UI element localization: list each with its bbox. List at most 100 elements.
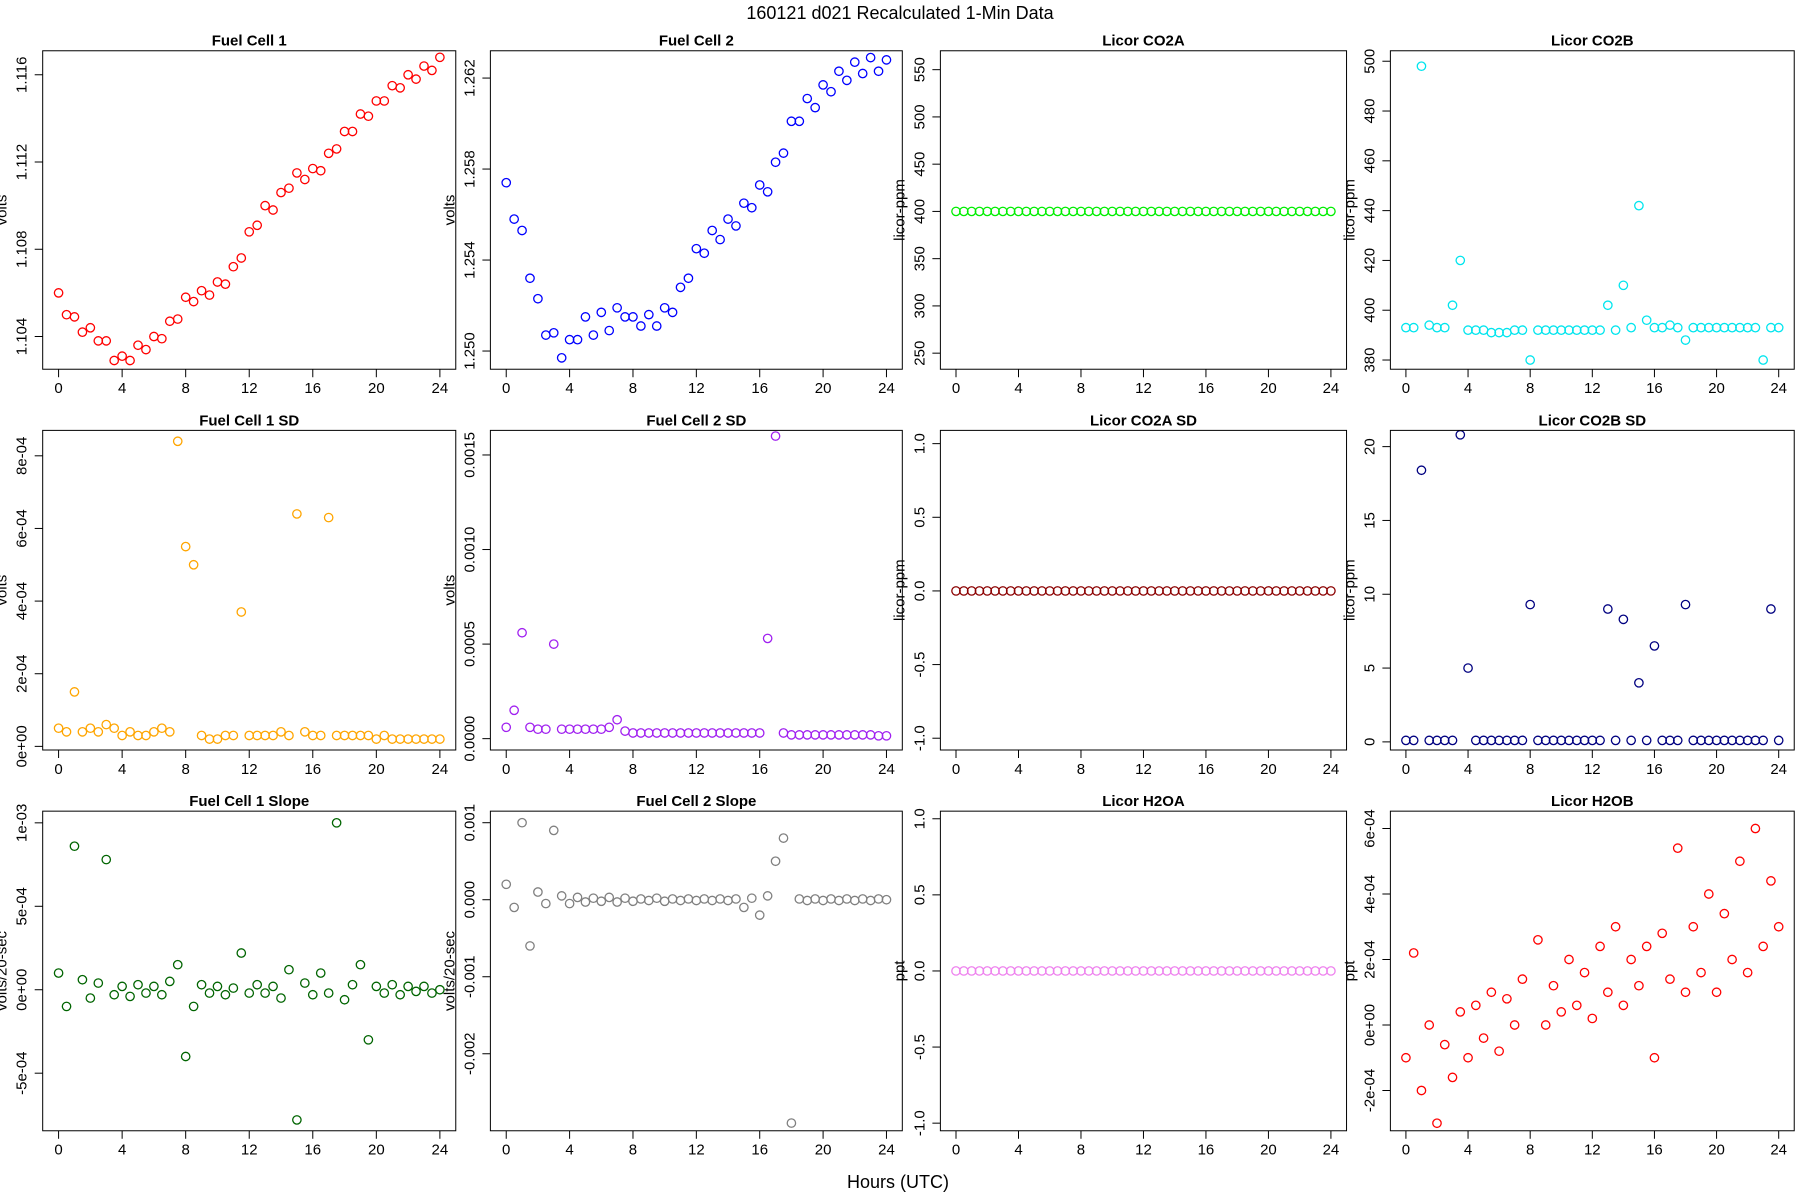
x-tick-label: 0 <box>952 761 960 778</box>
data-point <box>966 586 977 596</box>
data-point <box>379 730 390 741</box>
data-point <box>435 984 445 995</box>
data-point <box>1029 966 1039 976</box>
data-point <box>951 586 961 596</box>
data-point <box>387 979 398 990</box>
y-tick-label: 0.000 <box>461 881 478 919</box>
data-point <box>1021 966 1032 976</box>
data-point <box>236 607 247 617</box>
data-point <box>1029 586 1039 596</box>
data-point <box>252 979 263 990</box>
data-point <box>1408 735 1419 746</box>
data-point <box>746 893 757 904</box>
panel-title: Licor CO2A SD <box>1090 412 1197 429</box>
data-point <box>1525 599 1536 610</box>
data-point <box>61 726 72 737</box>
data-point <box>1310 586 1321 596</box>
data-point <box>427 734 437 744</box>
y-tick-label: 15 <box>1361 512 1378 529</box>
data-point <box>1037 966 1047 976</box>
data-point <box>1318 586 1328 596</box>
points <box>53 817 445 1125</box>
data-point <box>802 93 813 104</box>
data-point <box>1602 987 1613 998</box>
data-point <box>339 994 350 1005</box>
data-point <box>307 163 318 174</box>
panel-title: Licor H2OB <box>1551 793 1634 810</box>
data-point <box>69 312 80 322</box>
x-tick-label: 12 <box>1584 1142 1601 1159</box>
data-point <box>794 730 805 740</box>
data-point <box>196 730 207 741</box>
data-point <box>604 325 615 336</box>
data-point <box>1013 206 1024 217</box>
x-tick-label: 16 <box>751 761 768 778</box>
data-point <box>1083 966 1094 976</box>
data-point <box>284 183 294 194</box>
data-point <box>1401 1052 1411 1063</box>
data-point <box>77 327 88 337</box>
data-point <box>1224 206 1235 217</box>
data-point <box>331 730 342 741</box>
data-point <box>315 968 326 978</box>
data-point <box>363 1034 374 1045</box>
points <box>501 52 892 363</box>
data-point <box>1208 586 1219 596</box>
data-point <box>1634 980 1644 991</box>
figure-title: 160121 d021 Recalculated 1-Min Data <box>746 3 1054 23</box>
data-point <box>1455 1007 1466 1017</box>
y-tick-label: 1.108 <box>14 230 31 268</box>
data-point <box>395 989 406 1000</box>
data-point <box>786 730 797 740</box>
data-point <box>1641 315 1652 326</box>
plot-frame <box>1389 810 1795 1132</box>
data-point <box>1052 586 1063 596</box>
data-point <box>236 948 247 958</box>
y-tick-label: 0.5 <box>911 884 928 905</box>
data-point <box>842 730 852 740</box>
x-tick-label: 4 <box>1014 1142 1022 1159</box>
data-point <box>746 202 757 213</box>
data-point <box>53 968 64 978</box>
data-point <box>117 730 127 741</box>
y-tick-label: 450 <box>911 152 928 177</box>
x-tick-label: 24 <box>1323 1142 1340 1159</box>
data-point <box>951 966 961 976</box>
data-point <box>125 991 135 1002</box>
data-point <box>826 894 836 904</box>
data-point <box>1672 735 1683 746</box>
y-tick-label: 0.0010 <box>461 527 478 573</box>
x-tick-label: 4 <box>565 380 573 397</box>
y-tick-label: 0e+00 <box>14 969 31 1011</box>
data-point <box>1416 61 1427 72</box>
data-point <box>101 719 112 730</box>
data-point <box>540 724 551 735</box>
data-point <box>141 730 151 741</box>
data-point <box>974 966 985 976</box>
data-point <box>331 144 342 154</box>
data-point <box>990 966 1000 976</box>
points <box>1401 823 1784 1129</box>
data-point <box>1634 677 1644 688</box>
x-tick-label: 0 <box>502 1142 510 1159</box>
data-point <box>244 226 255 237</box>
data-point <box>1263 206 1274 217</box>
data-point <box>101 854 112 865</box>
data-point <box>1540 1020 1551 1030</box>
y-tick-label: 0.5 <box>911 507 928 528</box>
data-point <box>133 979 143 990</box>
y-tick-label: 500 <box>1361 49 1378 74</box>
data-point <box>1177 206 1188 217</box>
data-point <box>419 734 429 744</box>
data-point <box>865 52 876 63</box>
data-point <box>53 723 64 734</box>
data-point <box>628 896 638 907</box>
points <box>951 206 1336 217</box>
data-point <box>53 288 64 298</box>
data-point <box>395 83 406 93</box>
y-tick-label: -0.002 <box>461 1032 478 1075</box>
y-axis-label: volts <box>0 575 11 606</box>
data-point <box>1294 966 1305 976</box>
y-tick-label: 0.0015 <box>461 432 478 478</box>
data-point <box>1099 586 1110 596</box>
